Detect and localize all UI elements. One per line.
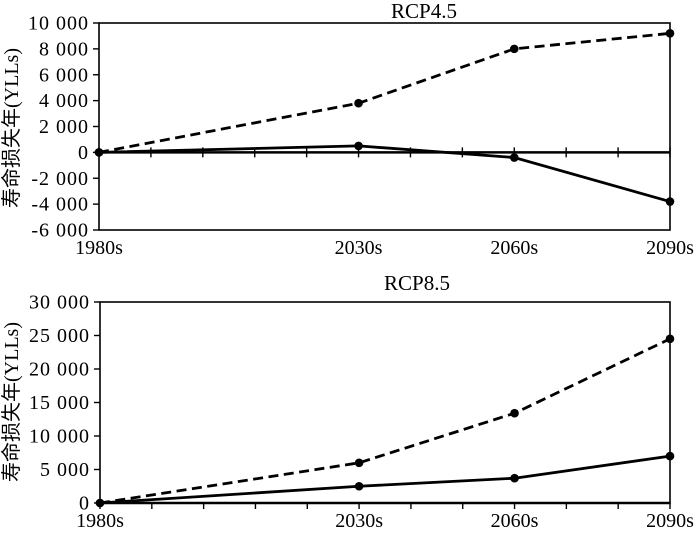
series-dashed-line (98, 31, 671, 154)
series-dashed-line (99, 337, 671, 505)
data-point-marker (95, 498, 105, 508)
y-tick-label: 2 000 (39, 116, 89, 138)
data-point-marker (354, 98, 363, 108)
x-tick-label: 2060s (490, 237, 538, 259)
x-tick-label: 2030s (335, 237, 383, 259)
plot-frame (99, 301, 671, 504)
y-tick-label: 15 000 (29, 392, 90, 414)
x-tick-label: 1980s (76, 510, 124, 532)
data-point-marker (94, 148, 104, 157)
y-tick-label: -2 000 (31, 168, 89, 190)
y-tick-label: 10 000 (28, 13, 89, 35)
data-point-marker (665, 29, 675, 38)
data-point-marker (354, 141, 363, 151)
y-axis-label: 寿命损失年(YLLs) (0, 48, 23, 208)
data-point-marker (665, 334, 675, 344)
data-point-marker (665, 451, 675, 461)
y-tick-label: 6 000 (39, 64, 89, 86)
series-solid-line (99, 454, 671, 505)
y-tick-label: 30 000 (29, 292, 90, 314)
y-tick-label: 5 000 (40, 459, 90, 481)
y-tick-label: 10 000 (29, 426, 90, 448)
x-tick-label: 1980s (75, 237, 123, 259)
x-tick-label: 2090s (646, 237, 694, 259)
y-tick-label: 8 000 (39, 38, 89, 60)
x-tick-label: 2090s (646, 510, 694, 532)
data-point-marker (354, 481, 364, 491)
data-point-marker (510, 473, 519, 483)
y-tick-label: -4 000 (31, 194, 89, 216)
y-tick-label: 4 000 (39, 90, 89, 112)
chart-title: RCP8.5 (384, 271, 450, 295)
y-tick-label: 25 000 (29, 325, 90, 347)
data-point-marker (509, 44, 519, 54)
data-point-marker (665, 197, 675, 206)
y-tick-label: 0 (78, 142, 89, 164)
y-axis-label: 寿命损失年(YLLs) (0, 322, 23, 482)
plot-frame (98, 22, 671, 231)
x-tick-label: 2030s (335, 510, 383, 532)
data-point-marker (510, 408, 519, 418)
y-tick-label: -6 000 (31, 220, 89, 242)
y-tick-label: 0 (79, 493, 90, 515)
rcp45-chart: 10 000 8 000 6 000 4 000 2 000 0 -2 000 -4 000 -… (0, 0, 694, 259)
y-tick-label: 20 000 (29, 359, 90, 381)
data-point-marker (354, 458, 364, 468)
chart-title: RCP4.5 (391, 0, 457, 23)
x-tick-label: 2060s (491, 510, 539, 532)
data-point-marker (509, 153, 519, 162)
series-solid-line (98, 144, 671, 203)
rcp85-chart: 30 000 25 000 20 000 15 000 10 000 5 000 01980… (0, 271, 694, 532)
